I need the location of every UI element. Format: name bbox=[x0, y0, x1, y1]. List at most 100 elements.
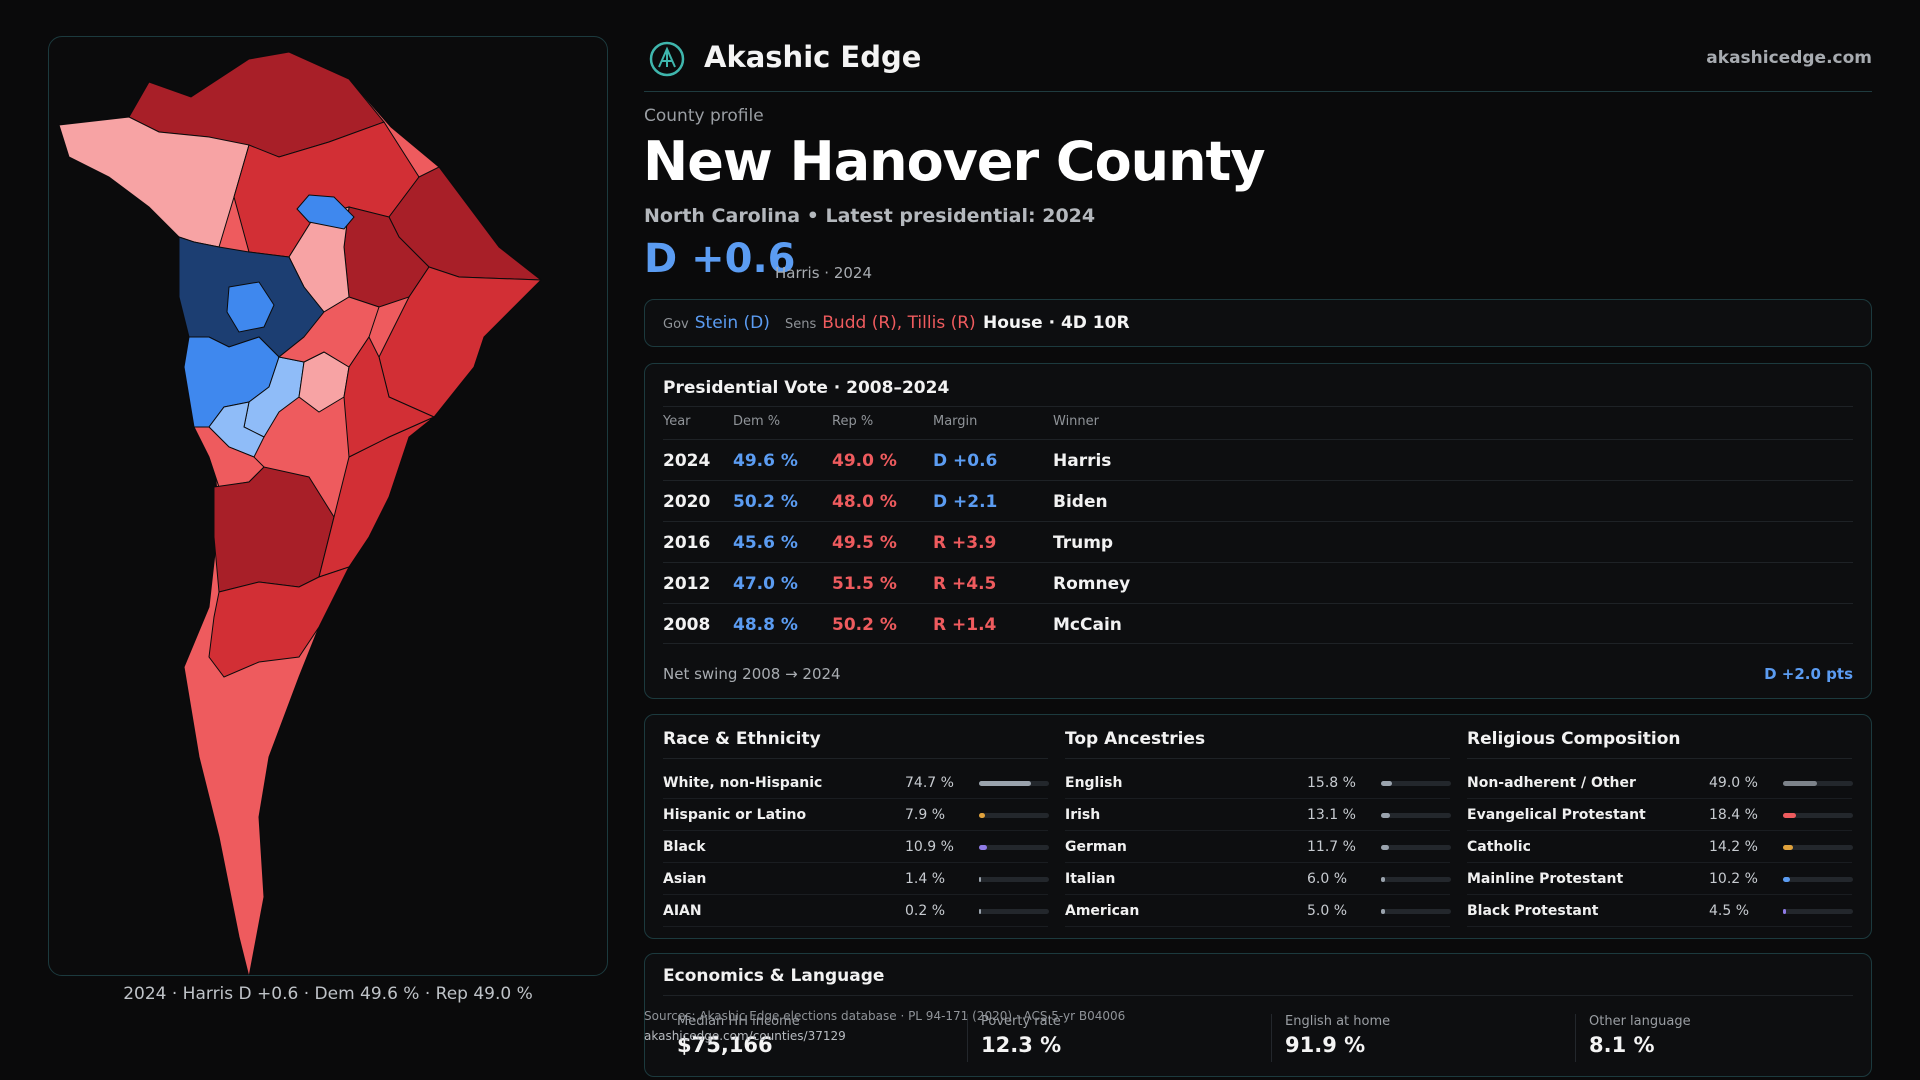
stat-other-language: Other language 8.1 % bbox=[1589, 1014, 1869, 1057]
table-row[interactable]: 2016 45.6 % 49.5 % R +3.9 Trump bbox=[663, 521, 1853, 562]
religion-label: Black Protestant bbox=[1467, 903, 1599, 919]
table-row[interactable]: 2012 47.0 % 51.5 % R +4.5 Romney bbox=[663, 562, 1853, 603]
religion-bar-track bbox=[1783, 845, 1853, 850]
stat-value: 91.9 % bbox=[1285, 1033, 1366, 1057]
ancestry-percent: 15.8 % bbox=[1307, 775, 1356, 791]
race-label: AIAN bbox=[663, 903, 702, 919]
presidential-vote-card: Presidential Vote · 2008–2024 Year Dem %… bbox=[644, 363, 1872, 699]
row-margin: D +0.6 bbox=[933, 451, 998, 471]
col-header-winner: Winner bbox=[1053, 414, 1100, 429]
officeholders-strip: Gov Stein (D) Sens Budd (R), Tillis (R) Ho… bbox=[644, 299, 1872, 347]
map-precinct[interactable] bbox=[343, 336, 436, 458]
race-percent: 0.2 % bbox=[905, 903, 946, 919]
sens-label: Sens bbox=[785, 317, 817, 332]
akashic-logo-icon[interactable] bbox=[648, 40, 686, 78]
divider bbox=[967, 1014, 968, 1062]
col-header-dem: Dem % bbox=[733, 414, 781, 429]
stat-label: English at home bbox=[1285, 1014, 1391, 1029]
religion-percent: 10.2 % bbox=[1709, 871, 1758, 887]
race-column: Race & Ethnicity White, non-Hispanic 74.7… bbox=[663, 715, 1049, 935]
ancestry-label: Irish bbox=[1065, 807, 1101, 823]
demographics-card: Race & Ethnicity White, non-Hispanic 74.7… bbox=[644, 714, 1872, 939]
row-rep: 49.0 % bbox=[832, 451, 897, 471]
religion-bar-track bbox=[1783, 781, 1853, 786]
race-bar-fill bbox=[979, 781, 1031, 786]
stat-poverty-rate: Poverty rate 12.3 % bbox=[981, 1014, 1261, 1057]
site-url[interactable]: akashicedge.com bbox=[1706, 48, 1872, 68]
row-margin: R +3.9 bbox=[933, 533, 997, 553]
ancestry-bar-track bbox=[1381, 909, 1451, 914]
religion-row: Non-adherent / Other 49.0 % bbox=[1467, 767, 1853, 799]
race-row: AIAN 0.2 % bbox=[663, 895, 1049, 927]
religion-label: Evangelical Protestant bbox=[1467, 807, 1646, 823]
row-winner: Harris bbox=[1053, 451, 1112, 471]
ancestry-bar-fill bbox=[1381, 877, 1385, 882]
row-dem: 45.6 % bbox=[733, 533, 798, 553]
economics-card: Economics & Language Median HH income $7… bbox=[644, 953, 1872, 1077]
row-winner: Biden bbox=[1053, 492, 1108, 512]
headline-margin-note: Harris · 2024 bbox=[775, 264, 873, 282]
county-url-link[interactable]: akashicedge.com/counties/37129 bbox=[644, 1029, 846, 1043]
precinct-map[interactable] bbox=[48, 36, 608, 976]
divider bbox=[1575, 1014, 1576, 1062]
map-precinct[interactable] bbox=[226, 281, 275, 333]
religion-percent: 4.5 % bbox=[1709, 903, 1750, 919]
race-bar-fill bbox=[979, 813, 985, 818]
table-row[interactable]: 2024 49.6 % 49.0 % D +0.6 Harris bbox=[663, 439, 1853, 480]
race-bar-track bbox=[979, 813, 1049, 818]
divider bbox=[1271, 1014, 1272, 1062]
row-rep: 50.2 % bbox=[832, 615, 897, 635]
governor-item: Gov Stein (D) bbox=[663, 313, 770, 333]
map-precinct[interactable] bbox=[208, 566, 350, 678]
eyebrow-label: County profile bbox=[644, 106, 764, 126]
row-winner: McCain bbox=[1053, 615, 1122, 635]
map-caption: 2024 · Harris D +0.6 · Dem 49.6 % · Rep … bbox=[123, 984, 533, 1004]
religion-row: Mainline Protestant 10.2 % bbox=[1467, 863, 1853, 895]
race-row: Hispanic or Latino 7.9 % bbox=[663, 799, 1049, 831]
table-row[interactable]: 2008 48.8 % 50.2 % R +1.4 McCain bbox=[663, 603, 1853, 644]
sources-line: Sources: Akashic Edge elections database… bbox=[644, 1009, 1126, 1023]
religion-bar-fill bbox=[1783, 845, 1793, 850]
map-precinct[interactable] bbox=[296, 194, 355, 230]
ancestry-bar-track bbox=[1381, 845, 1451, 850]
table-row[interactable]: 2020 50.2 % 48.0 % D +2.1 Biden bbox=[663, 480, 1853, 521]
religion-bar-track bbox=[1783, 813, 1853, 818]
race-bar-track bbox=[979, 845, 1049, 850]
row-year: 2020 bbox=[663, 492, 711, 512]
race-label: White, non-Hispanic bbox=[663, 775, 823, 791]
stat-median-income: Median HH income $75,166 bbox=[677, 1014, 957, 1057]
row-year: 2012 bbox=[663, 574, 711, 594]
race-percent: 10.9 % bbox=[905, 839, 954, 855]
religion-label: Catholic bbox=[1467, 839, 1531, 855]
row-rep: 51.5 % bbox=[832, 574, 897, 594]
presidential-title: Presidential Vote · 2008–2024 bbox=[663, 378, 950, 398]
divider bbox=[663, 758, 1048, 759]
row-winner: Trump bbox=[1053, 533, 1114, 553]
ancestry-percent: 11.7 % bbox=[1307, 839, 1356, 855]
religion-percent: 14.2 % bbox=[1709, 839, 1758, 855]
net-swing-value: D +2.0 pts bbox=[1764, 665, 1853, 683]
row-dem: 50.2 % bbox=[733, 492, 798, 512]
stat-label: Median HH income bbox=[677, 1014, 800, 1029]
row-rep: 48.0 % bbox=[832, 492, 897, 512]
brand-name[interactable]: Akashic Edge bbox=[704, 40, 922, 74]
ancestry-row: English 15.8 % bbox=[1065, 767, 1451, 799]
race-bar-fill bbox=[979, 845, 987, 850]
house-delegation: House · 4D 10R bbox=[983, 313, 1130, 333]
headline-margin: D +0.6 bbox=[644, 236, 796, 282]
ancestry-row: Italian 6.0 % bbox=[1065, 863, 1451, 895]
religion-bar-fill bbox=[1783, 877, 1790, 882]
ancestry-bar-fill bbox=[1381, 813, 1390, 818]
net-swing-label: Net swing 2008 → 2024 bbox=[663, 665, 841, 683]
precinct-map-svg[interactable] bbox=[49, 37, 608, 976]
col-header-rep: Rep % bbox=[832, 414, 874, 429]
race-bar-fill bbox=[979, 909, 981, 914]
religion-title: Religious Composition bbox=[1467, 729, 1681, 749]
ancestry-row: German 11.7 % bbox=[1065, 831, 1451, 863]
race-bar-track bbox=[979, 909, 1049, 914]
race-label: Black bbox=[663, 839, 706, 855]
site-header: Akashic Edge akashicedge.com bbox=[644, 34, 1872, 92]
page-title: New Hanover County bbox=[643, 130, 1266, 193]
religion-row: Black Protestant 4.5 % bbox=[1467, 895, 1853, 927]
ancestry-label: German bbox=[1065, 839, 1127, 855]
